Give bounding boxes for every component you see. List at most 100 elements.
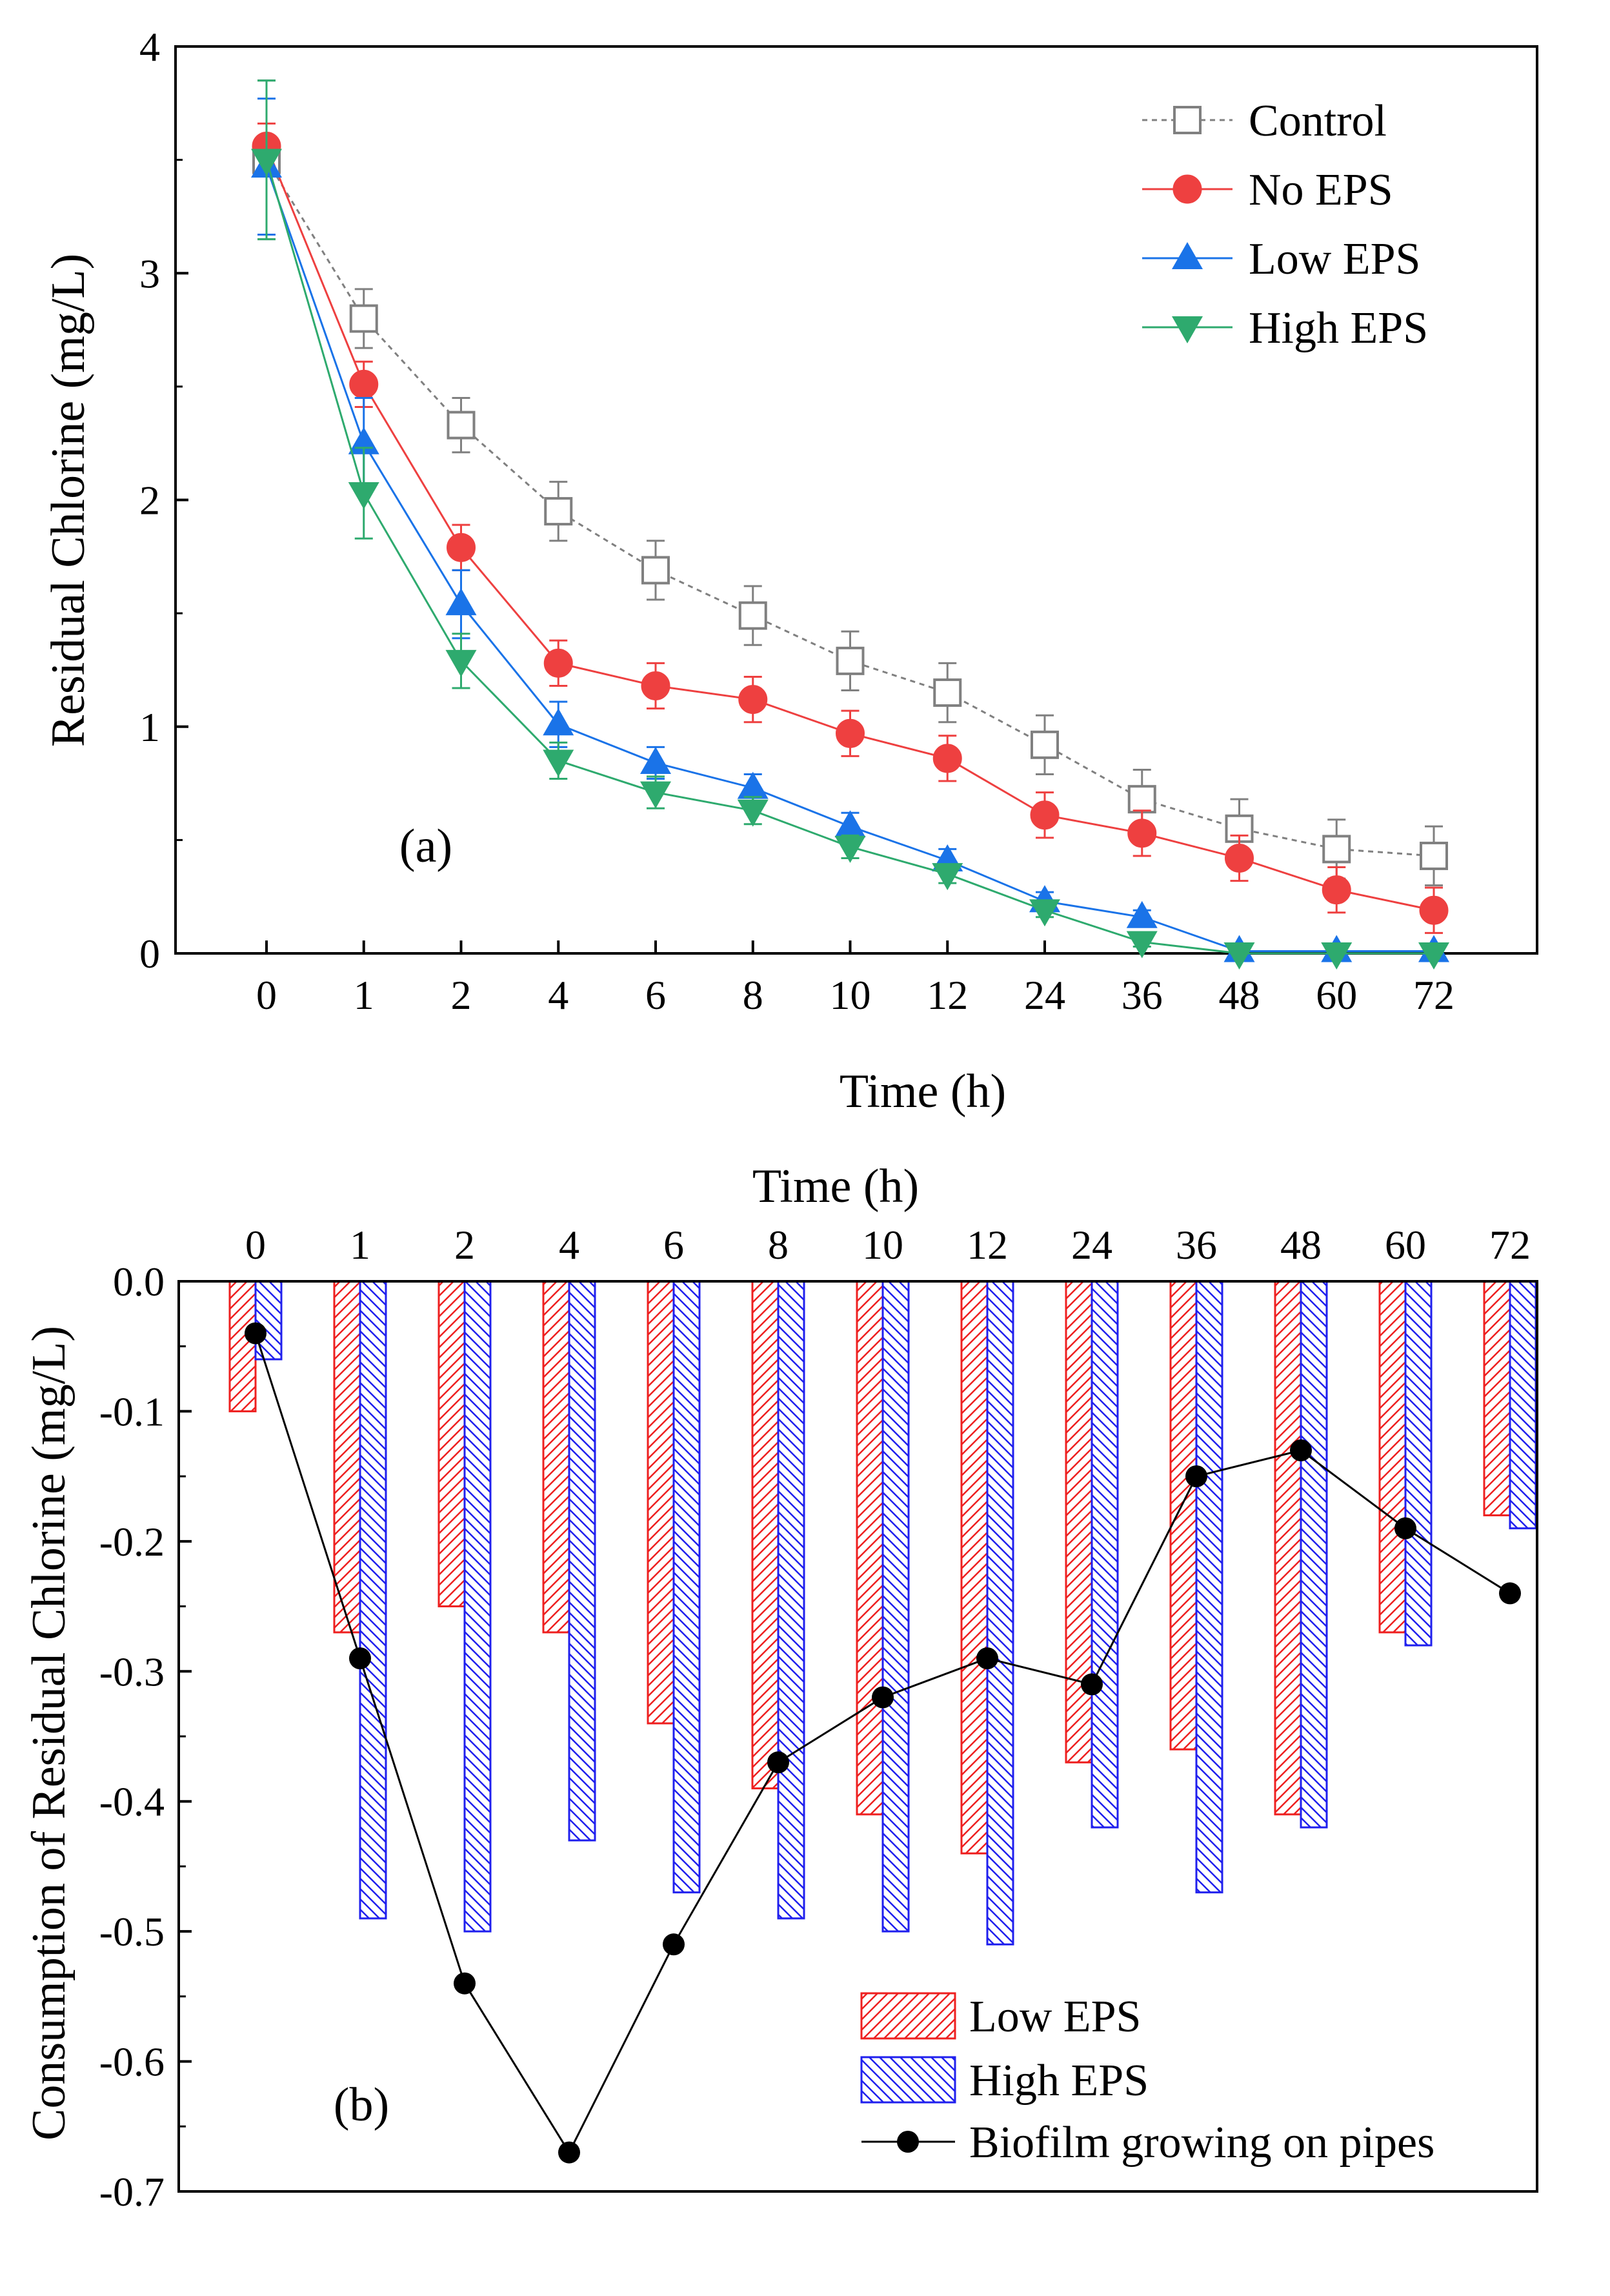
panel-a-low-eps-point [737, 771, 769, 799]
panel-b-biofilm-point [1394, 1517, 1416, 1539]
panel-b-x-tick-label: 4 [559, 1222, 579, 1268]
panel-b-biofilm-point [767, 1751, 789, 1774]
panel-a-control-point [1127, 785, 1156, 814]
panel-b-legend-high-eps-label: High EPS [969, 2056, 1149, 2106]
panel-b-bar-high-eps [1509, 1280, 1537, 1530]
panel-b-bar-low-eps [751, 1280, 780, 1790]
panel-b-bar-high-eps [777, 1280, 805, 1920]
panel-b-legend-biofilm-label: Biofilm growing on pipes [969, 2118, 1434, 2168]
panel-b-bar-low-eps [1169, 1280, 1198, 1751]
panel-a-x-tick-label: 10 [830, 972, 871, 1018]
panel-a-x-axis: 0 1 2 4 6 8 10 12 24 36 48 60 72 [256, 940, 1454, 1018]
panel-b-biofilm-point [1499, 1582, 1521, 1605]
panel-b-y-tick-label: -0.5 [99, 1909, 165, 1955]
panel-a-y-tick-label: 2 [139, 478, 160, 523]
panel-b-y-tick-label: -0.1 [99, 1388, 165, 1434]
panel-a-label: (a) [399, 820, 452, 873]
panel-a-high-eps-point [543, 749, 574, 777]
panel-b-biofilm-point [245, 1322, 267, 1345]
panel-b-x-tick-label: 24 [1071, 1222, 1112, 1268]
panel-b-label: (b) [334, 2078, 389, 2131]
panel-a-y-tick-label: 0 [139, 931, 160, 977]
panel-a-no-eps-point [1419, 895, 1449, 925]
panel-a-low-eps-point [1126, 900, 1158, 928]
panel-a-series-high-eps [251, 79, 1449, 970]
panel-a-control-point [447, 411, 476, 440]
panel-b-x-tick-label: 6 [663, 1222, 684, 1268]
panel-b-x-axis-title: Time (h) [752, 1160, 919, 1213]
panel-b-legend-biofilm-marker [897, 2131, 919, 2153]
panel-b-biofilm-point [663, 1933, 685, 1956]
panel-a-high-eps-point [1321, 942, 1353, 970]
panel-b-biofilm-point [1185, 1465, 1207, 1488]
panel-a-control-point [738, 601, 767, 630]
panel-b-y-tick-label: 0.0 [113, 1259, 165, 1305]
panel-b-bar-high-eps [986, 1280, 1014, 1946]
panel-a-y-axis: 0 1 2 3 4 [139, 24, 188, 977]
panel-b-bar-low-eps [856, 1280, 884, 1816]
panel-a-high-eps-point [1126, 931, 1158, 959]
panel-a-high-eps-point [640, 781, 671, 809]
panel-b-bar-high-eps [568, 1280, 596, 1842]
panel-a-high-eps-point [834, 835, 866, 863]
panel-a-legend-control-label: Control [1249, 96, 1387, 146]
panel-b-biofilm-point [1290, 1439, 1312, 1461]
panel-a-control-point [1322, 835, 1351, 864]
panel-b-legend: Low EPS High EPS Biofilm growing on pipes [860, 1992, 1434, 2168]
panel-b-bar-high-eps [1300, 1280, 1328, 1829]
panel-a-high-eps-point [737, 799, 769, 827]
panel-b-legend-low-eps-swatch [860, 1992, 956, 2040]
panel-b-bar-high-eps [1404, 1280, 1433, 1647]
panel-b-y-tick-label: -0.6 [99, 2039, 165, 2085]
panel-a-control-point [544, 497, 573, 526]
panel-a-x-tick-label: 72 [1413, 972, 1454, 1018]
panel-b-bar-low-eps [333, 1280, 361, 1634]
panel-a-legend-high-eps-label: High EPS [1249, 303, 1428, 353]
panel-b-bar-low-eps [960, 1280, 989, 1854]
panel-a-low-eps-point [834, 810, 866, 838]
panel-b-biofilm-point [558, 2141, 580, 2164]
panel-b-bar-low-eps [647, 1280, 675, 1725]
panel-a-x-tick-label: 60 [1316, 972, 1357, 1018]
panel-a-control-point [1225, 814, 1254, 843]
panel-a-x-tick-label: 8 [743, 972, 763, 1018]
panel-b-x-tick-label: 48 [1280, 1222, 1322, 1268]
panel-a-control-point [933, 678, 962, 707]
panel-b-biofilm-point [872, 1686, 894, 1709]
panel-b-legend-high-eps-swatch [860, 2056, 956, 2104]
panel-b-biofilm-point [454, 1972, 476, 1995]
panel-b-x-axis: 0 1 2 4 6 8 10 12 24 36 48 60 72 [245, 1222, 1531, 1294]
panel-b-bar-low-eps [542, 1280, 570, 1634]
panel-b-y-axis: 0.0 -0.1 -0.2 -0.3 -0.4 -0.5 -0.6 -0.7 [99, 1259, 192, 2215]
panel-a-low-eps-point [445, 588, 477, 616]
panel-b-x-tick-label: 1 [350, 1222, 370, 1268]
panel-a-series-no-eps [252, 122, 1449, 934]
panel-b-bar-low-eps [438, 1280, 466, 1608]
panel-b-biofilm-point [1081, 1673, 1103, 1696]
panel-a-high-eps-point [1223, 942, 1255, 970]
panel-a-no-eps-point [738, 685, 768, 715]
panel-b-x-tick-label: 8 [768, 1222, 789, 1268]
panel-a-x-tick-label: 12 [927, 972, 968, 1018]
panel-b-bar-low-eps [1483, 1280, 1511, 1517]
panel-a-control-point [349, 304, 378, 333]
panel-a-x-tick-label: 0 [256, 972, 277, 1018]
panel-a-legend-low-eps-marker [1172, 242, 1203, 269]
panel-b-bar-high-eps [881, 1280, 910, 1933]
panel-a-high-eps-point [445, 649, 477, 677]
panel-a-control-point [836, 646, 865, 675]
panel-a-no-eps-point [641, 671, 670, 701]
panel-b-bars [228, 1280, 1537, 1946]
panel-b-bar-high-eps [1091, 1280, 1119, 1829]
panel-a-legend-high-eps-marker [1172, 316, 1203, 343]
panel-b-y-tick-label: -0.7 [99, 2169, 165, 2215]
panel-b-plot-frame [177, 1280, 1538, 2193]
panel-a-x-axis-title: Time (h) [840, 1065, 1006, 1118]
panel-a-high-eps-point [348, 482, 379, 509]
panel-a-x-tick-label: 6 [645, 972, 666, 1018]
panel-a-x-tick-label: 36 [1122, 972, 1163, 1018]
panel-b-bar-high-eps [359, 1280, 387, 1920]
panel-b-y-axis-title: Consumption of Residual Chlorine (mg/L) [23, 1326, 75, 2140]
panel-a-y-tick-label: 1 [139, 704, 160, 750]
panel-a-control-point [1031, 730, 1059, 759]
